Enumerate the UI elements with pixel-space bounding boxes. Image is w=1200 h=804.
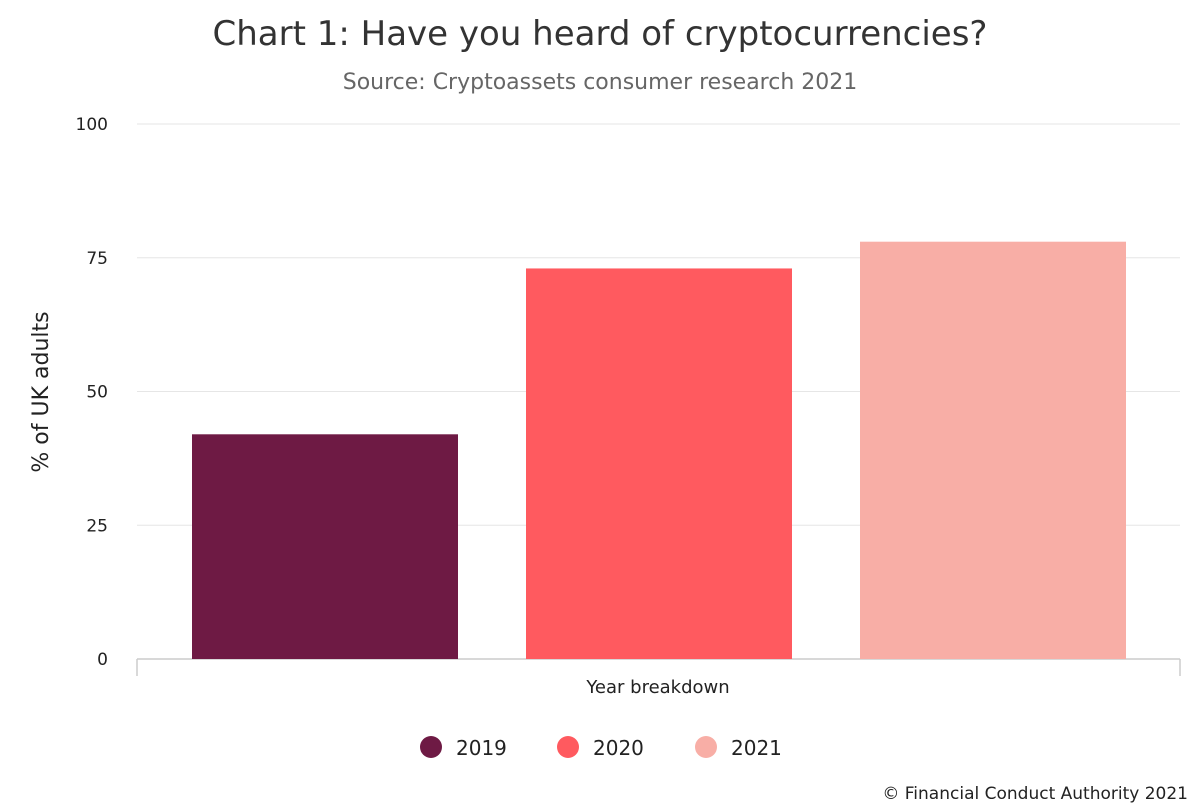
legend-label: 2019 <box>456 736 507 760</box>
copyright-notice: © Financial Conduct Authority 2021 <box>882 784 1188 804</box>
y-axis-ticks: 0 25 50 75 100 <box>76 115 108 670</box>
legend-label: 2021 <box>731 736 782 760</box>
legend-item-2019[interactable]: 2019 <box>420 736 507 760</box>
legend-item-2020[interactable]: 2020 <box>557 736 644 760</box>
y-tick-label: 0 <box>97 650 108 670</box>
y-axis-title: % of UK adults <box>29 311 54 472</box>
bars <box>192 241 1126 659</box>
legend-label: 2020 <box>593 736 644 760</box>
legend-item-2021[interactable]: 2021 <box>695 736 782 760</box>
legend: 2019 2020 2021 <box>420 736 782 760</box>
bar-2019[interactable] <box>192 434 458 659</box>
y-tick-label: 75 <box>86 249 108 269</box>
bar-2020[interactable] <box>526 268 792 659</box>
legend-marker <box>557 736 579 758</box>
legend-marker <box>420 736 442 758</box>
y-tick-label: 25 <box>86 516 108 536</box>
x-axis-title: Year breakdown <box>585 677 729 698</box>
bar-2021[interactable] <box>860 241 1126 659</box>
legend-marker <box>695 736 717 758</box>
y-tick-label: 100 <box>76 115 108 135</box>
y-tick-label: 50 <box>86 383 108 403</box>
chart-subtitle: Source: Cryptoassets consumer research 2… <box>342 70 858 95</box>
chart-title: Chart 1: Have you heard of cryptocurrenc… <box>212 14 988 54</box>
